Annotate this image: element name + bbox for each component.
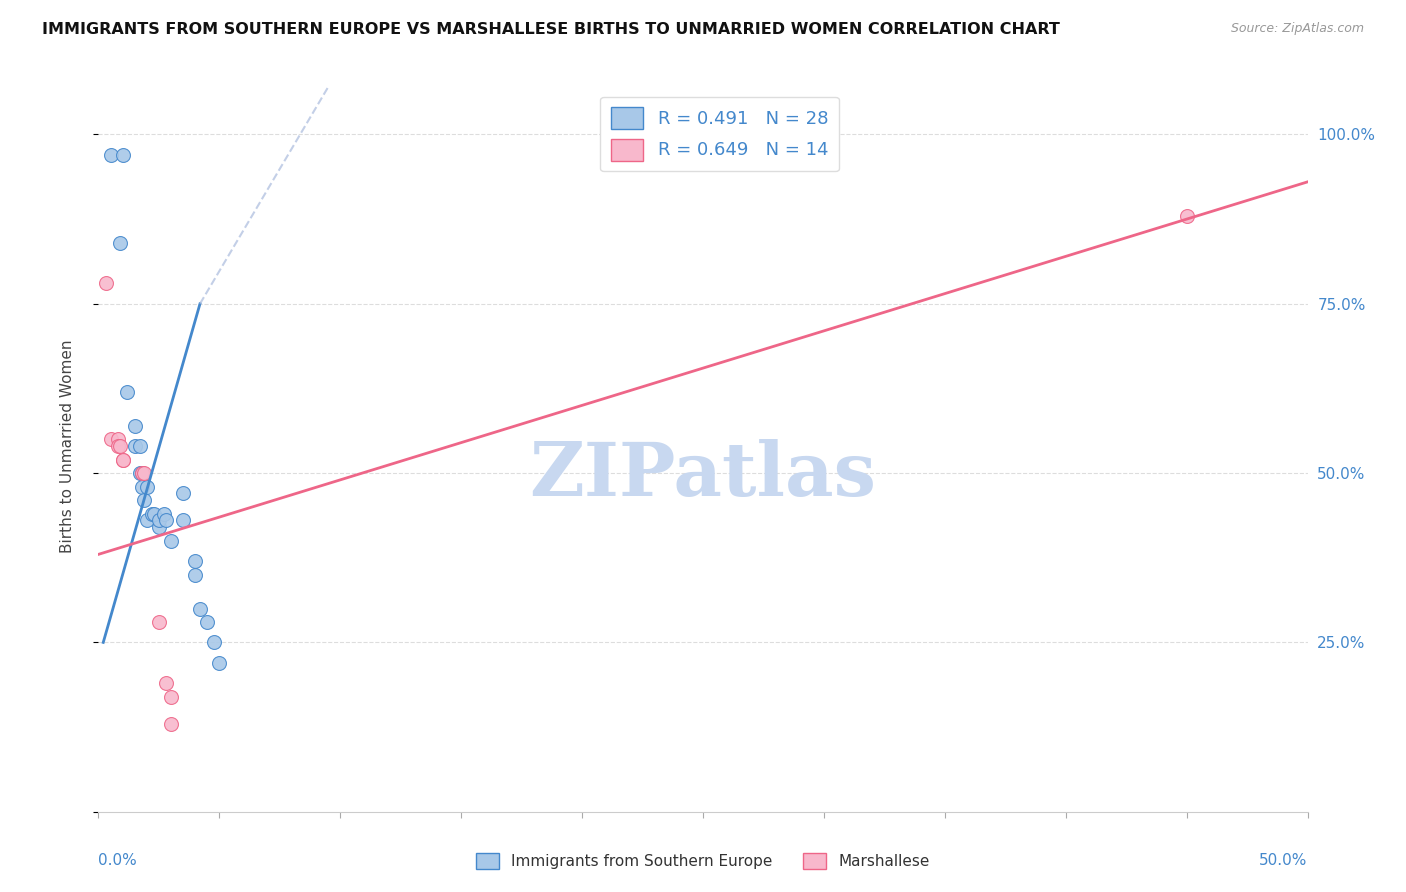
Point	[131, 466, 153, 480]
Point	[134, 466, 156, 480]
Point	[155, 514, 177, 528]
Legend: R = 0.491   N = 28, R = 0.649   N = 14: R = 0.491 N = 28, R = 0.649 N = 14	[600, 96, 839, 171]
Legend: Immigrants from Southern Europe, Marshallese: Immigrants from Southern Europe, Marshal…	[470, 847, 936, 875]
Point	[134, 493, 156, 508]
Point	[111, 452, 134, 467]
Point	[135, 514, 157, 528]
Point	[184, 567, 207, 582]
Point	[94, 277, 117, 291]
Point	[107, 439, 129, 453]
Point	[160, 690, 183, 704]
Point	[155, 676, 177, 690]
Point	[131, 466, 153, 480]
Point	[172, 514, 194, 528]
Point	[100, 148, 122, 162]
Point	[160, 716, 183, 731]
Text: IMMIGRANTS FROM SOUTHERN EUROPE VS MARSHALLESE BIRTHS TO UNMARRIED WOMEN CORRELA: IMMIGRANTS FROM SOUTHERN EUROPE VS MARSH…	[42, 22, 1060, 37]
Point	[111, 452, 134, 467]
Point	[100, 432, 122, 446]
Text: Source: ZipAtlas.com: Source: ZipAtlas.com	[1230, 22, 1364, 36]
Point	[128, 466, 150, 480]
Point	[184, 554, 207, 568]
Point	[111, 148, 134, 162]
Point	[148, 520, 170, 534]
Text: 0.0%: 0.0%	[98, 854, 138, 869]
Point	[108, 235, 131, 250]
Y-axis label: Births to Unmarried Women: Births to Unmarried Women	[60, 339, 75, 553]
Point	[148, 514, 170, 528]
Point	[131, 480, 153, 494]
Point	[208, 656, 231, 670]
Point	[135, 480, 157, 494]
Point	[128, 439, 150, 453]
Point	[124, 418, 146, 433]
Point	[188, 601, 211, 615]
Point	[148, 615, 170, 629]
Point	[108, 439, 131, 453]
Text: ZIPatlas: ZIPatlas	[530, 439, 876, 512]
Point	[172, 486, 194, 500]
Point	[1175, 209, 1198, 223]
Point	[124, 439, 146, 453]
Point	[152, 507, 174, 521]
Point	[143, 507, 166, 521]
Point	[204, 635, 226, 649]
Point	[160, 533, 183, 548]
Point	[117, 384, 139, 399]
Point	[141, 507, 163, 521]
Point	[195, 615, 218, 629]
Text: 50.0%: 50.0%	[1260, 854, 1308, 869]
Point	[107, 432, 129, 446]
